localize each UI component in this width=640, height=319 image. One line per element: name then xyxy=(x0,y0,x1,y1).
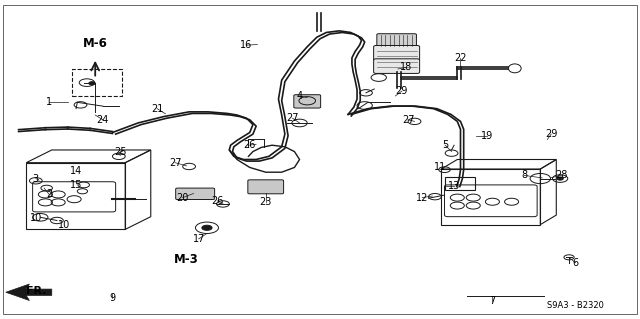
Text: S9A3 - B2320: S9A3 - B2320 xyxy=(547,301,604,310)
Text: 26: 26 xyxy=(244,140,256,150)
Text: 6: 6 xyxy=(572,258,579,268)
FancyBboxPatch shape xyxy=(377,34,417,48)
Text: 29: 29 xyxy=(545,129,557,139)
Text: 5: 5 xyxy=(442,140,448,150)
Text: 27: 27 xyxy=(402,115,414,125)
Text: 16: 16 xyxy=(241,40,253,50)
Text: 29: 29 xyxy=(396,86,408,96)
Text: FR.: FR. xyxy=(26,286,46,296)
Text: 23: 23 xyxy=(260,197,272,207)
Text: 10: 10 xyxy=(58,219,70,230)
Bar xyxy=(445,177,475,190)
Text: 18: 18 xyxy=(400,63,412,72)
Text: M-3: M-3 xyxy=(173,253,198,266)
Bar xyxy=(72,69,122,96)
Text: 9: 9 xyxy=(109,293,115,303)
Text: 2: 2 xyxy=(46,189,52,199)
Text: 21: 21 xyxy=(151,104,163,114)
Polygon shape xyxy=(6,284,52,300)
Text: 22: 22 xyxy=(454,53,467,63)
Text: 17: 17 xyxy=(193,234,205,244)
Circle shape xyxy=(557,177,563,180)
Text: 15: 15 xyxy=(70,180,82,190)
FancyBboxPatch shape xyxy=(175,188,214,199)
Text: 14: 14 xyxy=(70,166,82,176)
Circle shape xyxy=(202,225,212,230)
Text: 3: 3 xyxy=(33,174,39,183)
Text: 25: 25 xyxy=(115,146,127,157)
Text: 20: 20 xyxy=(177,193,189,203)
Text: 4: 4 xyxy=(296,91,303,101)
Text: 7: 7 xyxy=(490,296,495,306)
Text: 26: 26 xyxy=(212,196,224,206)
Text: 8: 8 xyxy=(522,170,527,180)
FancyBboxPatch shape xyxy=(248,180,284,194)
Text: 28: 28 xyxy=(556,170,568,180)
Text: 19: 19 xyxy=(481,131,493,141)
FancyBboxPatch shape xyxy=(374,46,420,61)
Text: 10: 10 xyxy=(29,213,42,223)
Text: 24: 24 xyxy=(97,115,109,125)
Text: 12: 12 xyxy=(416,193,428,203)
FancyBboxPatch shape xyxy=(294,95,321,108)
Text: 27: 27 xyxy=(169,158,181,168)
Text: M-6: M-6 xyxy=(83,37,108,50)
Text: 1: 1 xyxy=(46,97,52,107)
Circle shape xyxy=(89,82,95,85)
Text: 13: 13 xyxy=(448,182,460,191)
Bar xyxy=(442,169,540,225)
Text: 11: 11 xyxy=(434,162,446,173)
FancyBboxPatch shape xyxy=(374,59,420,73)
Text: 27: 27 xyxy=(286,113,299,123)
